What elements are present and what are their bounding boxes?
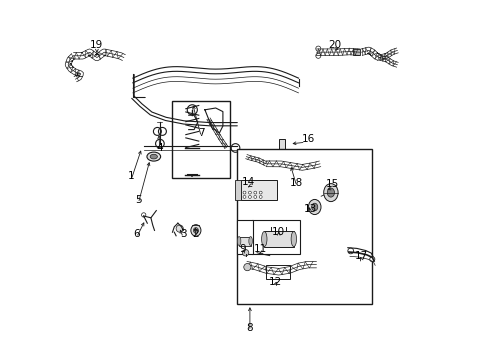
Text: 18: 18 xyxy=(289,177,303,188)
Text: 17: 17 xyxy=(354,251,367,261)
Bar xyxy=(264,231,293,247)
Ellipse shape xyxy=(193,228,198,233)
Text: 4: 4 xyxy=(157,143,163,153)
Circle shape xyxy=(253,191,256,194)
Text: 5: 5 xyxy=(135,195,142,205)
Circle shape xyxy=(176,225,183,232)
Circle shape xyxy=(231,144,239,152)
Circle shape xyxy=(244,264,250,271)
Bar xyxy=(279,154,284,162)
Circle shape xyxy=(259,191,262,194)
Circle shape xyxy=(315,46,320,51)
Ellipse shape xyxy=(150,154,157,159)
Text: 11: 11 xyxy=(254,244,267,254)
Circle shape xyxy=(243,191,245,194)
Ellipse shape xyxy=(248,237,252,246)
Text: 6: 6 xyxy=(133,229,140,239)
FancyBboxPatch shape xyxy=(276,150,287,155)
Circle shape xyxy=(347,248,353,254)
Bar xyxy=(235,180,241,200)
Text: 20: 20 xyxy=(327,40,340,50)
Ellipse shape xyxy=(311,203,317,211)
Circle shape xyxy=(248,195,251,198)
FancyBboxPatch shape xyxy=(278,139,285,155)
Bar xyxy=(265,265,289,279)
Ellipse shape xyxy=(323,184,337,202)
Text: 15: 15 xyxy=(325,179,339,189)
Bar xyxy=(241,180,276,200)
Ellipse shape xyxy=(190,225,201,236)
Ellipse shape xyxy=(326,188,334,197)
Bar xyxy=(251,220,300,254)
Text: 7: 7 xyxy=(198,128,204,138)
Ellipse shape xyxy=(290,231,296,247)
Circle shape xyxy=(315,53,320,58)
Circle shape xyxy=(141,213,145,217)
Circle shape xyxy=(253,195,256,198)
Ellipse shape xyxy=(237,237,241,246)
Text: 16: 16 xyxy=(302,134,315,144)
Text: 1: 1 xyxy=(128,171,134,181)
Circle shape xyxy=(369,257,374,262)
Text: 9: 9 xyxy=(239,244,246,254)
Text: 8: 8 xyxy=(246,323,253,333)
Text: 3: 3 xyxy=(180,229,186,239)
Text: 10: 10 xyxy=(272,227,285,237)
Bar xyxy=(237,149,371,304)
Ellipse shape xyxy=(308,199,320,215)
Bar xyxy=(172,101,230,178)
Text: 19: 19 xyxy=(90,40,103,50)
Bar xyxy=(237,220,253,254)
Text: 14: 14 xyxy=(241,177,254,187)
Text: 13: 13 xyxy=(303,204,316,214)
Text: 12: 12 xyxy=(268,276,281,287)
Ellipse shape xyxy=(146,152,160,161)
Circle shape xyxy=(242,249,248,256)
Ellipse shape xyxy=(261,231,266,247)
Text: 2: 2 xyxy=(192,229,199,239)
Circle shape xyxy=(243,195,245,198)
Bar xyxy=(239,237,250,246)
Circle shape xyxy=(259,195,262,198)
Bar xyxy=(352,49,360,55)
Circle shape xyxy=(248,191,251,194)
